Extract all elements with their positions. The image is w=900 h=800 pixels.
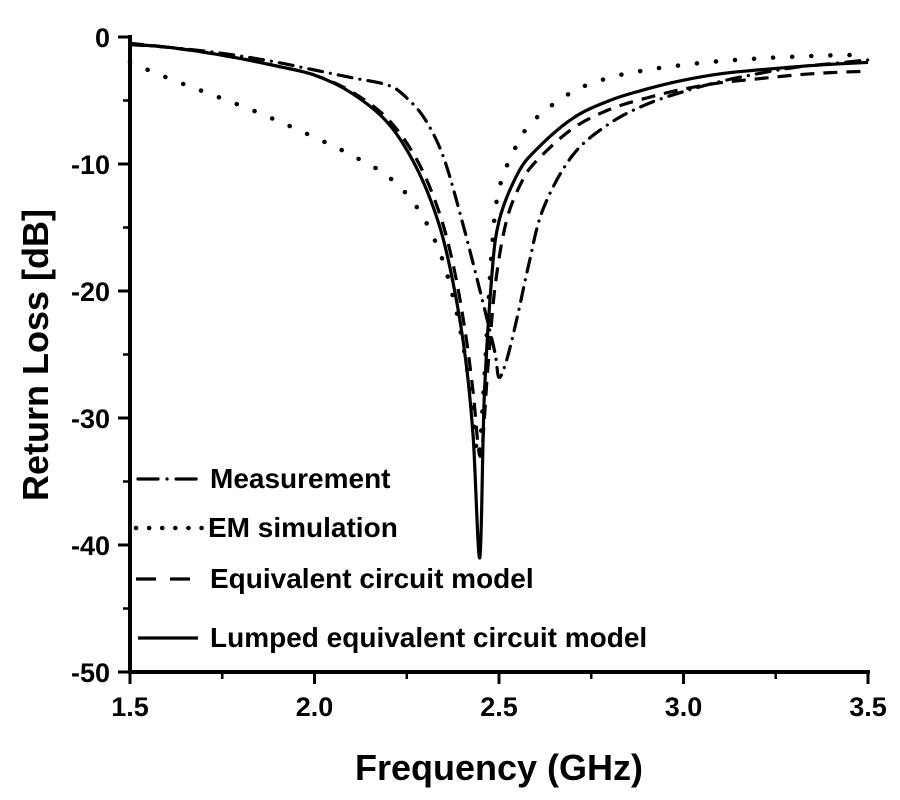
legend-item: EM simulation: [133, 512, 398, 543]
y-tick-label: -10: [71, 150, 110, 180]
legend-item: Lumped equivalent circuit model: [138, 622, 647, 653]
y-tick-label: -20: [71, 277, 110, 307]
series-line-em-simulation: [127, 52, 871, 460]
x-tick-label: 2.0: [296, 692, 334, 722]
y-tick-label: -50: [71, 658, 110, 688]
legend-label: Equivalent circuit model: [210, 563, 534, 594]
x-tick-label: 3.5: [849, 692, 887, 722]
legend-item: Equivalent circuit model: [136, 563, 534, 594]
legend-label: Lumped equivalent circuit model: [210, 622, 647, 653]
series-line-lumped-equivalent-circuit-model: [129, 42, 869, 560]
y-tick-label: -30: [71, 404, 110, 434]
y-tick-label: 0: [95, 23, 110, 53]
legend-label: EM simulation: [208, 512, 398, 543]
x-tick-label: 1.5: [111, 692, 149, 722]
legend-label: Measurement: [210, 463, 391, 494]
series-line-equivalent-circuit-model: [129, 41, 869, 458]
y-axis-title: Return Loss [dB]: [15, 209, 56, 501]
x-axis-title: Frequency (GHz): [355, 747, 643, 788]
ticks: 1.5 2.0 2.5 3.0 3.5 0 -10 -20 -30 -40 -50: [71, 23, 887, 722]
y-tick-label: -40: [71, 531, 110, 561]
x-tick-label: 3.0: [665, 692, 703, 722]
legend-item: Measurement: [136, 463, 391, 494]
legend: Measurement EM simulation Equivalent circu…: [133, 463, 647, 653]
x-tick-label: 2.5: [480, 692, 518, 722]
series-layer: [127, 41, 871, 560]
series-line-measurement: [128, 43, 870, 380]
